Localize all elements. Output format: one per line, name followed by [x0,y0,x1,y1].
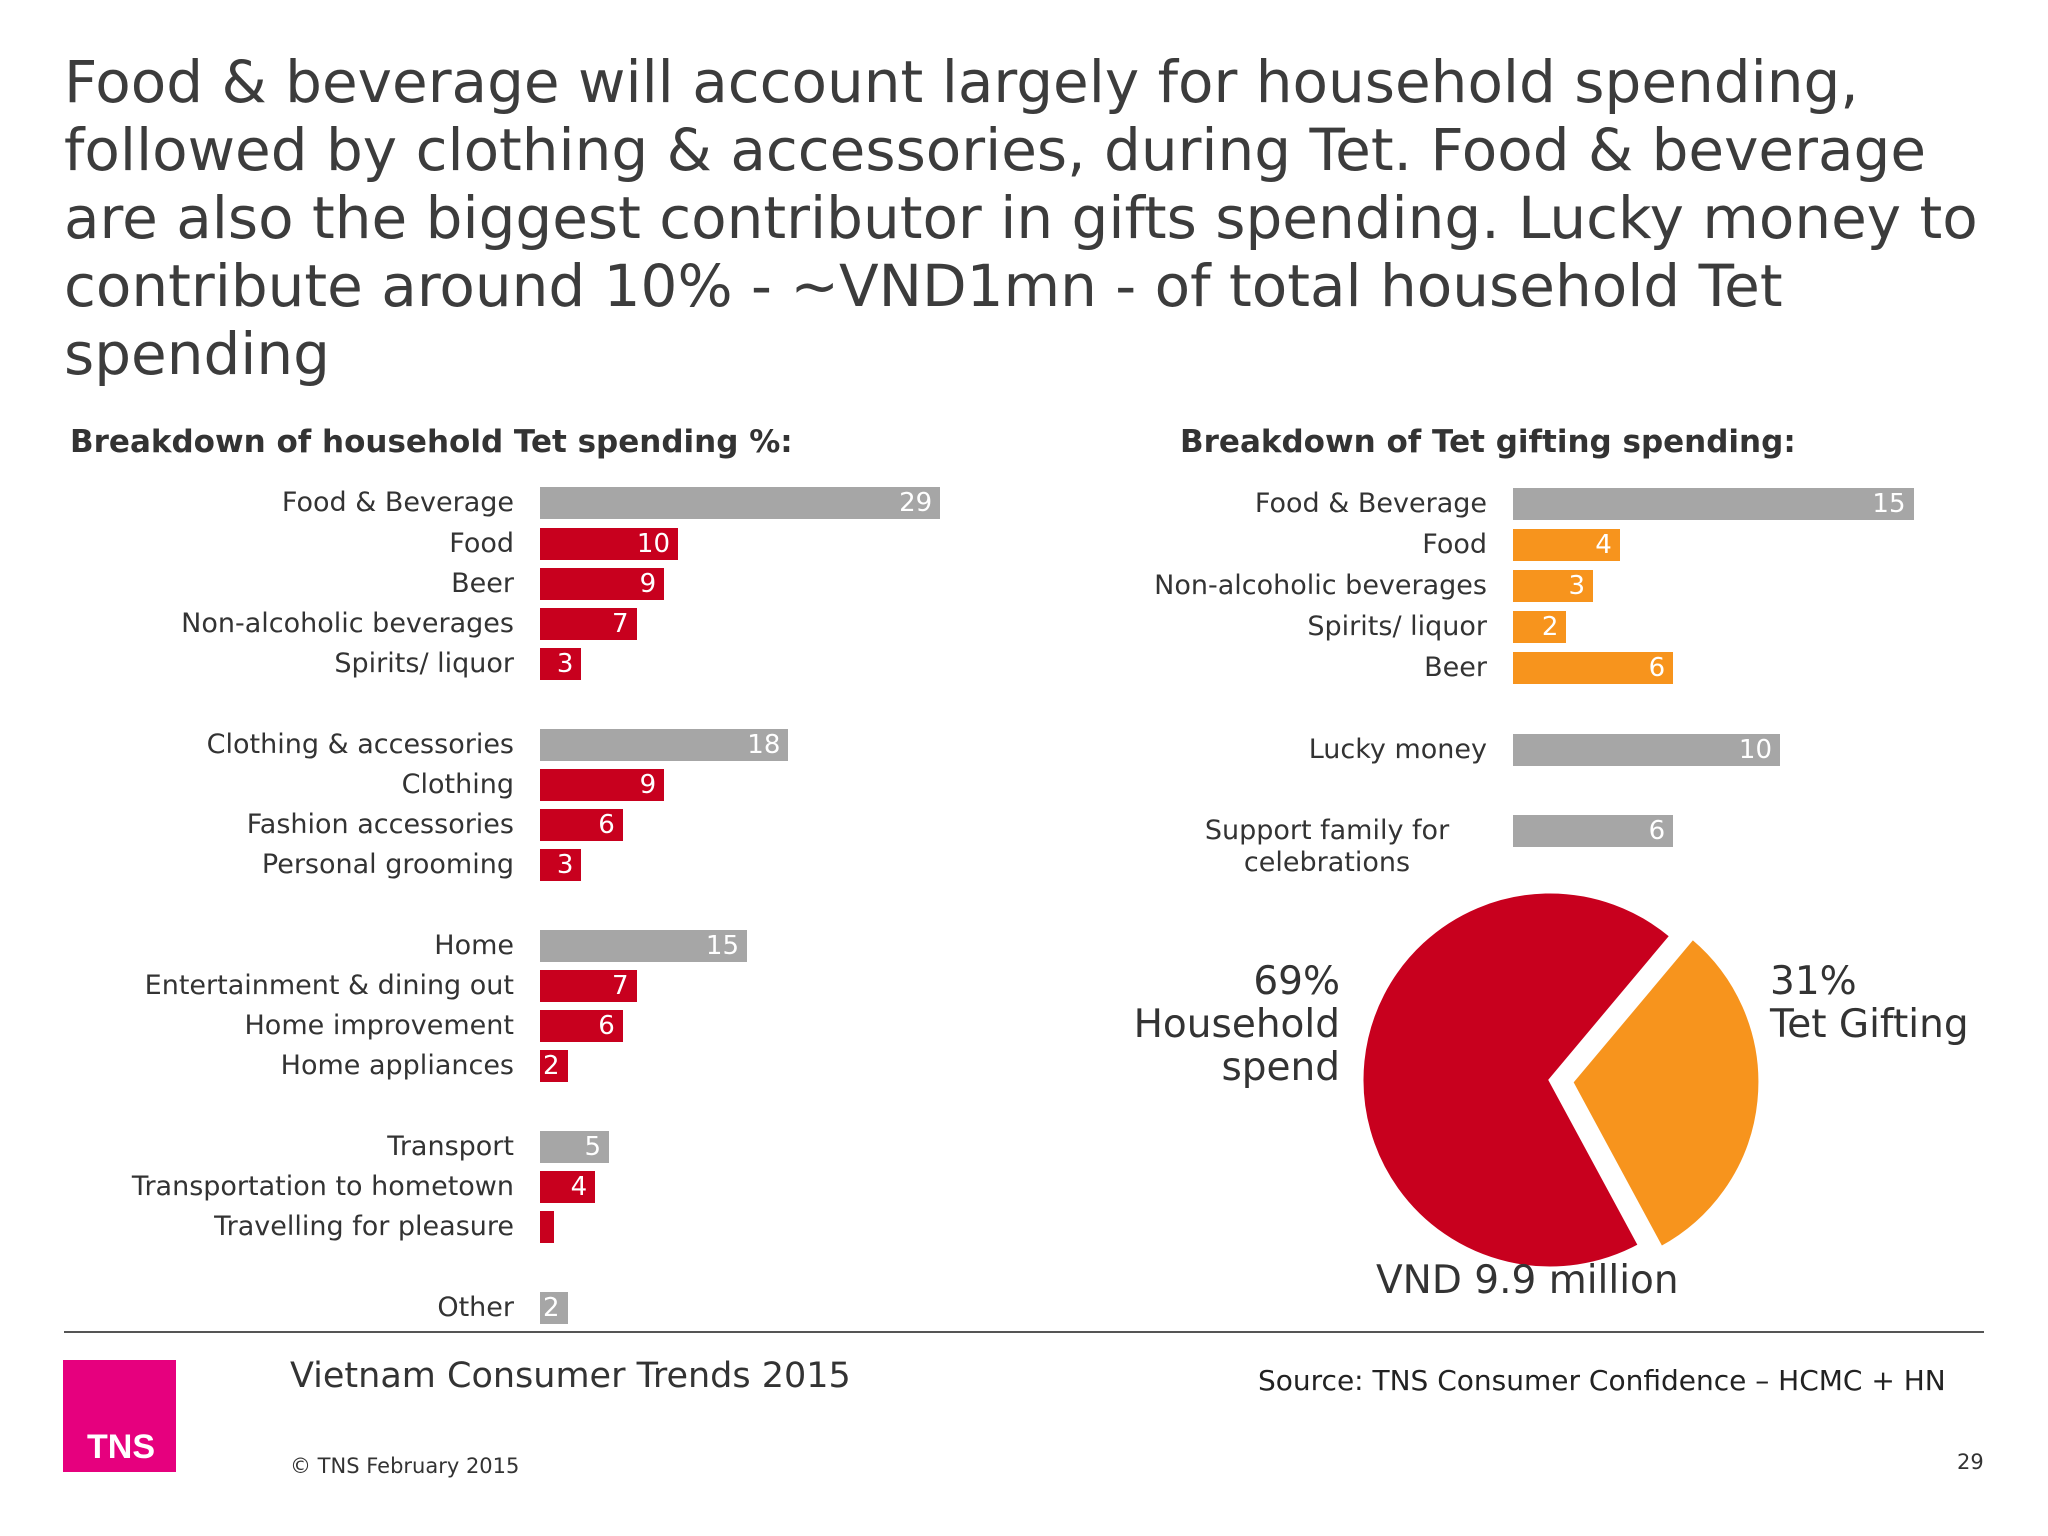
bar-personal-grooming [540,849,582,881]
bar-value-non-alcoholic-beverages: 3 [1568,571,1586,601]
footer-title: Vietnam Consumer Trends 2015 [290,1356,851,1396]
bar-beer [1513,652,1674,684]
bar-value-transport: 5 [584,1132,601,1162]
bar-label-food: Food [1422,529,1487,560]
bar-spirits-liquor [540,648,582,680]
source-note: Source: TNS Consumer Confidence – HCMC +… [1258,1364,1946,1397]
pie-slice-household-spend [1360,890,1673,1270]
bar-value-home: 15 [705,931,739,961]
bar-food [540,528,678,560]
slide-headline: Food & beverage will account largely for… [64,48,1978,388]
bar-label-transportation-to-hometown: Transportation to hometown [131,1171,514,1202]
tns-logo: TNS [63,1360,176,1472]
bar-food [1513,529,1620,561]
bar-support-family-for-celebrations [1513,815,1674,847]
bar-label-clothing-accessories: Clothing & accessories [206,729,514,760]
bar-value-clothing-accessories: 18 [747,730,781,760]
pie-household-percent: 69% [1253,959,1340,1004]
gifting-chart-title: Breakdown of Tet gifting spending: [1180,424,1796,460]
pie-household-label: Household spend [1133,1002,1340,1090]
bar-value-fashion-accessories: 6 [598,810,615,840]
bar-value-food-beverage: 15 [1872,489,1906,519]
bar-label-food-beverage: Food & Beverage [1254,488,1487,519]
bar-lucky-money [1513,734,1780,766]
bar-label-support-family-for-celebrations: Support family for celebrations [1204,815,1450,878]
bar-label-spirits-liquor: Spirits/ liquor [1307,611,1487,642]
bar-fashion-accessories [540,809,623,841]
bar-value-home-appliances: 2 [543,1051,560,1081]
bar-value-home-improvement: 6 [598,1011,615,1041]
bar-value-spirits-liquor: 2 [1541,612,1559,642]
bar-beer [540,568,665,600]
bar-value-lucky-money: 10 [1738,735,1772,765]
spending-split-pie-chart [1360,890,1762,1270]
bar-label-spirits-liquor: Spirits/ liquor [334,648,514,679]
bar-label-clothing: Clothing [401,769,514,800]
bar-label-transport: Transport [387,1131,514,1162]
bar-value-spirits-liquor: 3 [556,649,574,679]
bar-home-appliances [540,1050,568,1082]
pie-gifting-label: Tet Gifting [1770,1002,1969,1047]
bar-value-entertainment-dining-out: 7 [612,971,629,1001]
bar-label-home-appliances: Home appliances [280,1050,514,1081]
bar-value-beer: 9 [639,569,657,599]
bar-label-home-improvement: Home improvement [244,1010,515,1041]
tns-logo-text: TNS [87,1428,155,1466]
household-chart-title: Breakdown of household Tet spending %: [70,424,793,460]
bar-value-personal-grooming: 3 [556,850,574,880]
bar-transportation-to-hometown [540,1171,596,1203]
bar-entertainment-dining-out [540,970,637,1002]
bar-non-alcoholic-beverages [540,608,637,640]
bar-label-personal-grooming: Personal grooming [261,849,514,880]
bar-label-beer: Beer [451,568,514,599]
copyright-notice: © TNS February 2015 [290,1454,520,1478]
bar-food-beverage [1513,488,1914,520]
bar-label-other: Other [437,1292,514,1323]
bar-label-food: Food [449,528,514,559]
bar-value-non-alcoholic-beverages: 7 [612,609,629,639]
bar-clothing-accessories [540,729,789,761]
bar-label-non-alcoholic-beverages: Non-alcoholic beverages [181,608,514,639]
bar-home-improvement [540,1010,623,1042]
bar-label-entertainment-dining-out: Entertainment & dining out [144,970,514,1001]
bar-non-alcoholic-beverages [1513,570,1594,602]
pie-total-label: VND 9.9 million [1376,1258,1679,1303]
bar-label-fashion-accessories: Fashion accessories [246,809,514,840]
bar-value-clothing: 9 [639,770,657,800]
bar-value-food-beverage: 29 [899,488,933,518]
bar-travelling-for-pleasure [540,1211,554,1243]
bar-label-lucky-money: Lucky money [1308,734,1487,765]
bar-transport [540,1131,609,1163]
bar-value-beer: 6 [1648,653,1666,683]
bar-label-food-beverage: Food & Beverage [281,487,514,518]
bar-label-home: Home [434,930,514,961]
bar-label-travelling-for-pleasure: Travelling for pleasure [214,1211,514,1242]
bar-other [540,1292,568,1324]
bar-value-food: 10 [636,529,670,559]
page-number: 29 [1957,1450,1984,1474]
pie-slice-tet-gifting [1570,936,1762,1250]
bar-value-transportation-to-hometown: 4 [570,1172,588,1202]
bar-home [540,930,747,962]
bar-spirits-liquor [1513,611,1567,643]
bar-clothing [540,769,665,801]
bar-value-food: 4 [1595,530,1612,560]
bar-label-non-alcoholic-beverages: Non-alcoholic beverages [1154,570,1487,601]
bar-label-beer: Beer [1424,652,1487,683]
bar-food-beverage [540,487,941,519]
pie-gifting-percent: 31% [1770,959,1857,1004]
footer-divider [64,1331,1984,1333]
bar-value-support-family-for-celebrations: 6 [1648,816,1666,846]
bar-value-other: 2 [543,1293,560,1323]
